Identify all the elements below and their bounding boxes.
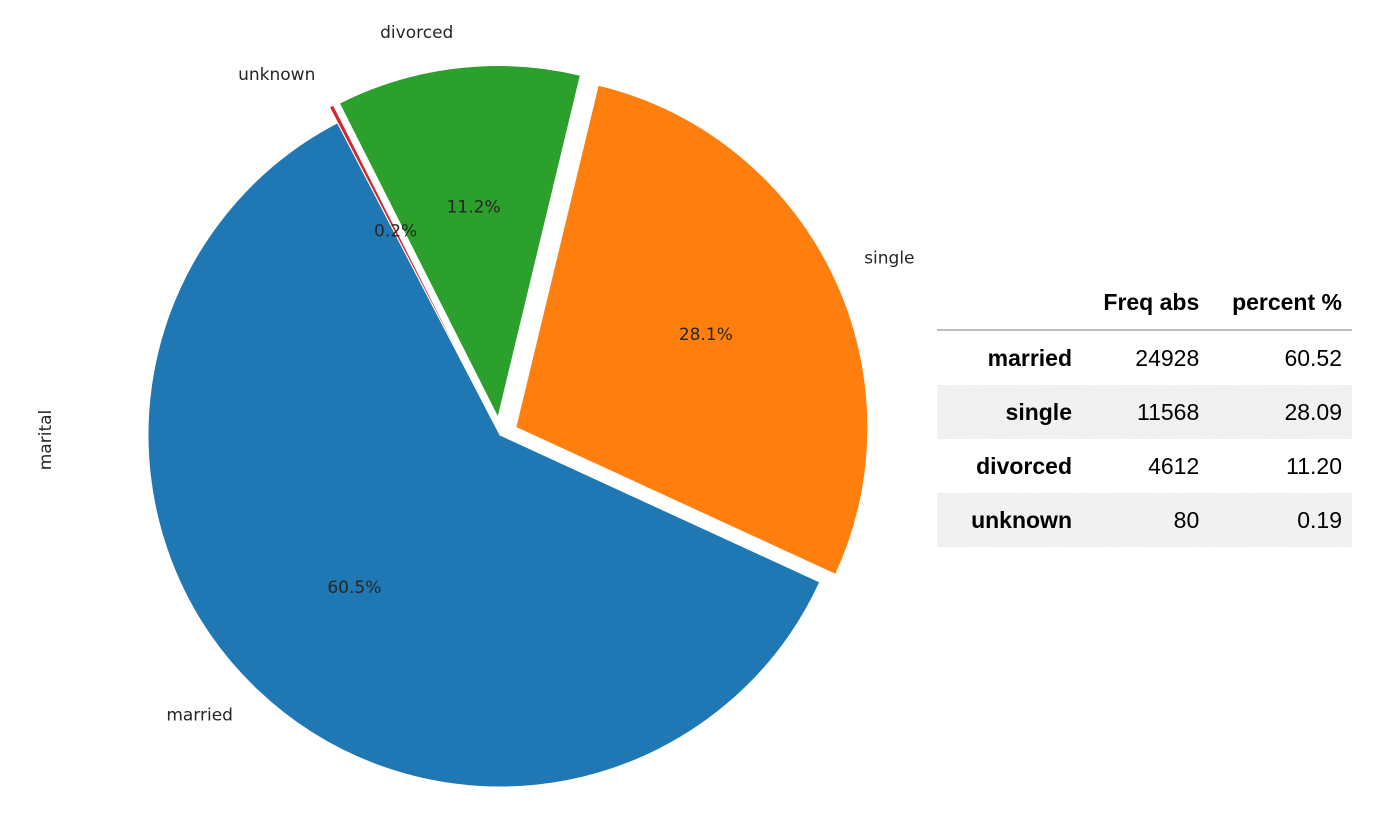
percent-cell: 28.09 — [1284, 398, 1342, 425]
frequency-table: Freq abs percent % married 24928 60.52 s… — [937, 275, 1352, 547]
pct-label-married: 60.5% — [327, 578, 381, 598]
row-label: single — [1005, 398, 1072, 425]
percent-cell: 11.20 — [1286, 452, 1342, 479]
slice-label-unknown: unknown — [238, 65, 315, 85]
freq-cell: 11568 — [1137, 398, 1200, 425]
percent-cell: 0.19 — [1297, 506, 1342, 533]
table-header-row: Freq abs percent % — [937, 275, 1352, 331]
pie-chart: married 60.5% single 28.1% divorced 11.2% unkn… — [36, 23, 915, 788]
row-label: unknown — [971, 506, 1072, 533]
pie-slice-unknown — [328, 104, 493, 420]
y-axis-label: marital — [36, 410, 56, 471]
pct-label-unknown: 0.2% — [374, 221, 417, 241]
freq-cell: 4612 — [1148, 452, 1200, 479]
pie-slice-divorced — [338, 65, 581, 419]
table-row: divorced 4612 11.20 — [937, 439, 1352, 493]
table-header-corner — [937, 275, 1082, 331]
pie-slice-married — [147, 122, 821, 788]
table-row: single 11568 28.09 — [937, 385, 1352, 439]
row-label: divorced — [976, 452, 1072, 479]
freq-cell: 24928 — [1135, 344, 1200, 371]
slice-label-married: married — [166, 705, 233, 725]
table-header-freq-abs: Freq abs — [1082, 275, 1210, 331]
table-header-percent: percent % — [1209, 275, 1352, 331]
row-label: married — [987, 344, 1072, 371]
percent-cell: 60.52 — [1284, 344, 1342, 371]
table-row: married 24928 60.52 — [937, 330, 1352, 385]
freq-cell: 80 — [1173, 506, 1200, 533]
pct-label-single: 28.1% — [679, 325, 733, 345]
slice-label-divorced: divorced — [380, 23, 453, 43]
slice-label-single: single — [864, 248, 914, 268]
pie-slice-single — [515, 84, 869, 576]
pct-label-divorced: 11.2% — [447, 198, 501, 218]
table-row: unknown 80 0.19 — [937, 493, 1352, 547]
